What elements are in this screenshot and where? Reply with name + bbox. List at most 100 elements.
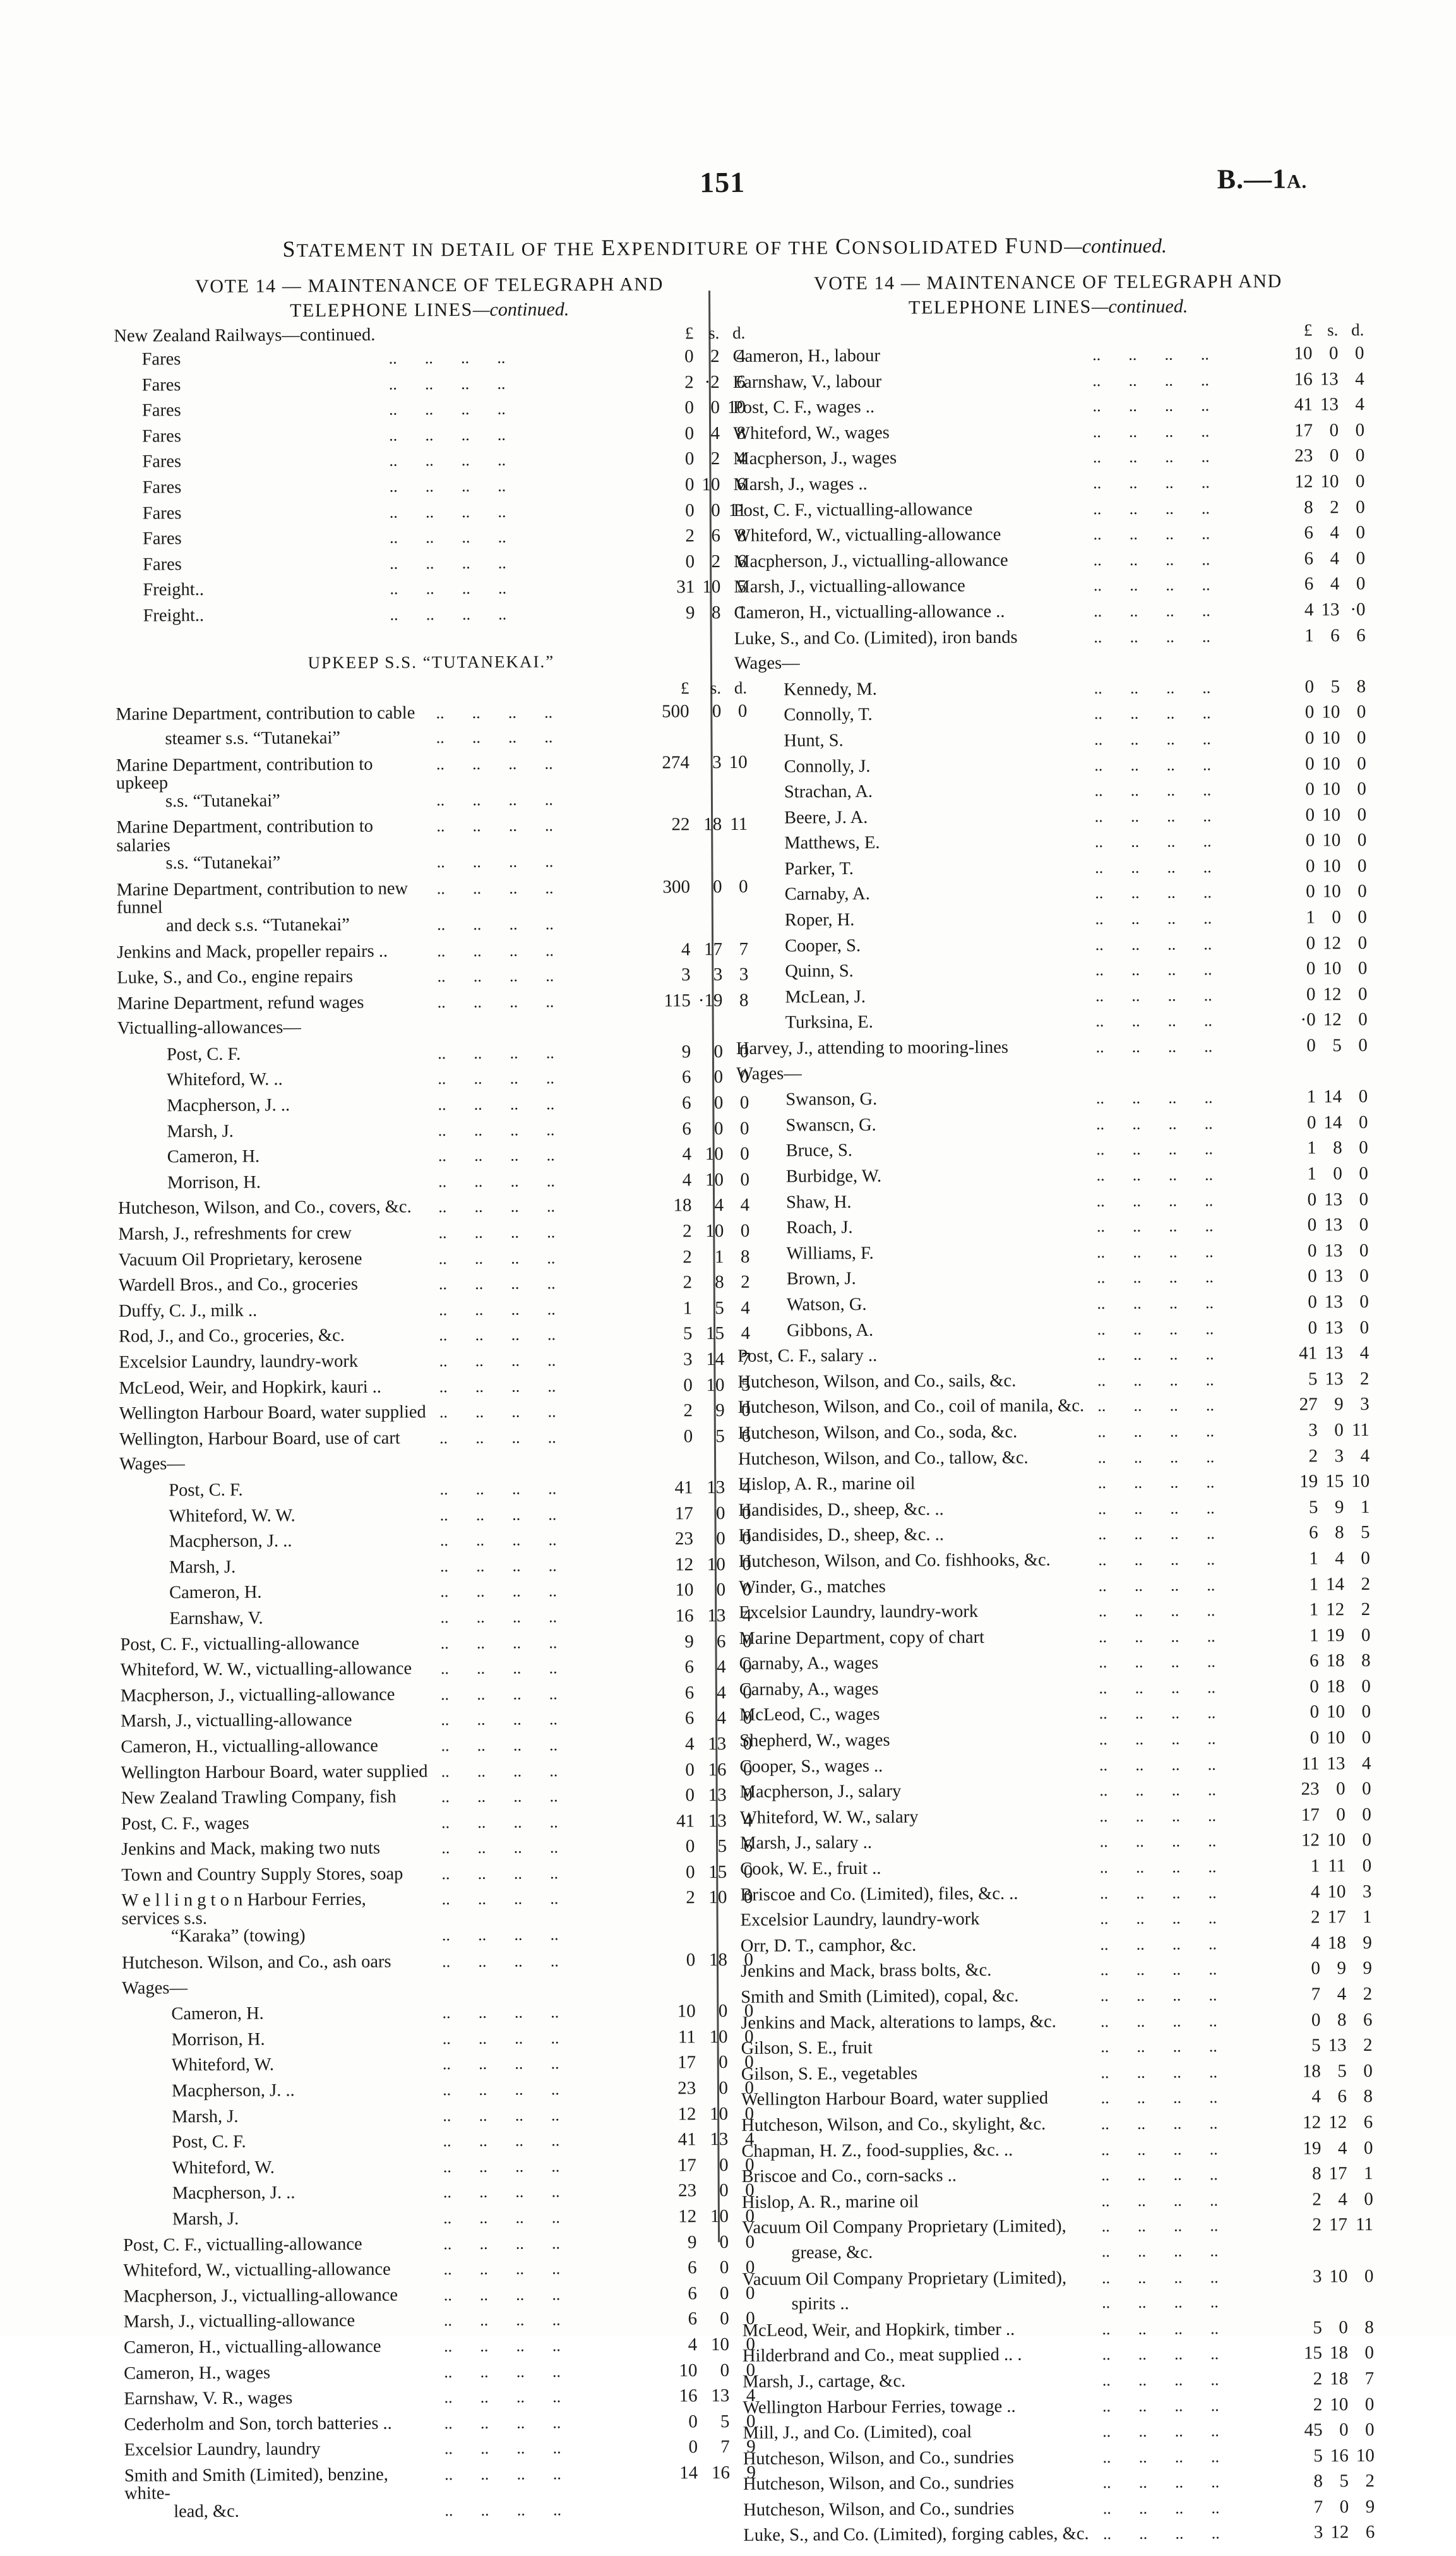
ledger-amount-pounds: 15 <box>1303 2343 1323 2363</box>
leader-dots: .. .. .. .. <box>435 1274 580 1293</box>
ledger-amount-shillings: 9 <box>1334 1394 1344 1415</box>
ledger-amount-shillings: 18 <box>703 814 722 835</box>
running-head-part2: XPENDITURE OF THE <box>616 237 836 260</box>
ledger-amount-pounds: 0 <box>1306 958 1316 979</box>
ledger-row-description: Wellington, Harbour Board, use of cart <box>119 1428 400 1449</box>
leader-dots: .. .. .. .. <box>433 753 578 773</box>
ledger-amount-pounds: 0 <box>686 1862 695 1883</box>
ledger-amount-pounds: 11 <box>1301 1753 1320 1774</box>
ledger-row-description: Bruce, S. <box>785 1141 853 1161</box>
leader-dots: .. .. .. .. <box>1096 1857 1241 1877</box>
leader-dots: .. .. .. .. <box>436 1479 582 1499</box>
ledger-amount-pounds: 12 <box>677 2103 696 2125</box>
ledger-amount-pence: 0 <box>1362 1830 1372 1851</box>
ledger-amount-pounds: 0 <box>1307 1189 1317 1210</box>
ledger-amount-pounds: 0 <box>1306 984 1316 1005</box>
ledger-amount-shillings: 10 <box>1322 830 1341 851</box>
ledger-amount-pounds: 115 <box>664 990 691 1011</box>
ledger-amount-shillings: 10 <box>710 2103 729 2124</box>
ledger-amount-shillings <box>1316 1062 1342 1088</box>
ledger-row: Wellington Harbour Board, water supplied… <box>741 2086 1373 2116</box>
ledger-row-description: Beere, J. A. <box>784 807 868 828</box>
ledger-row: Earnshaw, V., labour .. .. .. .. 16 13 4 <box>733 369 1364 399</box>
ledger-row-description: Fares <box>141 400 181 421</box>
leader-dots: .. .. .. .. <box>1090 575 1235 595</box>
leader-dots: .. .. .. .. <box>1091 781 1236 800</box>
ledger-amount-pounds: 23 <box>674 1528 694 1549</box>
ledger-amount-pounds: 0 <box>1305 830 1315 851</box>
ledger-row-description: Winder, G., matches <box>738 1576 886 1597</box>
ledger-amount-pounds: 6 <box>1310 1650 1319 1671</box>
leader-dots: .. .. .. .. <box>433 852 578 872</box>
ledger-amount-pounds: 0 <box>688 2411 698 2432</box>
ledger-row-description: Macpherson, J., victualling-allowance <box>120 1684 395 1706</box>
ledger-row: Turksina, E. .. .. .. .. ·0 12 0 <box>736 1009 1368 1039</box>
ledger-row-description: Freight.. <box>143 605 205 626</box>
leader-dots: .. .. .. .. <box>437 1581 582 1601</box>
ledger-amount-shillings: 11 <box>1328 1856 1346 1876</box>
amount-spacer <box>690 852 722 878</box>
ledger-row: Macpherson, J., victualling-allowance ..… <box>123 2283 755 2313</box>
ledger-amount-shillings: 3 <box>713 964 723 985</box>
leader-dots: .. .. .. .. <box>434 1146 580 1165</box>
ledger-amount-shillings: 13 <box>1321 599 1340 620</box>
ledger-amount-shillings: 0 <box>1333 1163 1342 1184</box>
ledger-row: Fares .. .. .. .. 2·2 6 <box>114 371 746 401</box>
ledger-amount-shillings: 4 <box>717 1682 726 1703</box>
left-section-heading-text: UPKEEP S.S. “TUTANEKAI.” <box>307 651 555 672</box>
ledger-row-description: Post, C. F., victualling-allowance <box>120 1633 360 1655</box>
leader-dots: .. .. .. .. <box>1093 1216 1238 1236</box>
ledger-row: Wellington Harbour Ferries, towage .. ..… <box>743 2394 1374 2424</box>
ledger-amount-pounds: 22 <box>671 814 690 835</box>
ledger-amount-pounds: 17 <box>674 1503 693 1523</box>
ledger-row-description: Post, C. F. <box>166 1044 241 1065</box>
ledger-row-description: Handisides, D., sheep, &c. .. <box>738 1499 944 1520</box>
ledger-amount-pounds: 5 <box>1308 1369 1318 1389</box>
ledger-amount-shillings: 12 <box>1328 2112 1347 2133</box>
ledger-amount-pounds: 0 <box>1307 1240 1317 1261</box>
ledger-row: Jenkins and Mack, propeller repairs .. .… <box>117 939 748 968</box>
leader-dots: .. .. .. .. <box>439 2080 584 2099</box>
ledger-amount-pounds: 7 <box>1311 1984 1321 2005</box>
ledger-row: Strachan, A. .. .. .. .. 0 10 0 <box>735 779 1366 808</box>
ledger-row-description: Marine Department, contribution to upkee… <box>116 754 373 793</box>
ledger-row: W e l l i n g t o n Harbour Ferries, ser… <box>121 1887 753 1928</box>
amount-spacer <box>1297 2241 1322 2267</box>
ledger-amount-shillings <box>1314 652 1340 678</box>
ledger-amount-shillings: 10 <box>1322 753 1340 774</box>
leader-dots: .. .. .. .. <box>1090 601 1235 621</box>
leader-dots: .. .. .. .. <box>1090 704 1236 723</box>
running-head-s: S <box>282 236 297 262</box>
leader-dots: .. .. .. .. <box>438 1710 583 1729</box>
leader-dots: .. .. .. .. <box>1098 2267 1243 2287</box>
ledger-amount-pounds: 0 <box>1306 933 1316 954</box>
ledger-row-description: Hutcheson, Wilson, and Co., covers, &c. <box>118 1197 412 1219</box>
ledger-row: Hutcheson, Wilson, and Co., skylight, &c… <box>741 2112 1373 2142</box>
ledger-row: McLeod, Weir, and Hopkirk, kauri .. .. .… <box>119 1374 750 1404</box>
ledger-row-description: Marsh, J. <box>169 1557 236 1578</box>
ledger-row: Carnaby, A. .. .. .. .. 0 10 0 <box>736 881 1367 911</box>
ledger-row-description: Hislop, A. R., marine oil <box>738 1473 916 1495</box>
ledger-amount-pounds: 0 <box>685 1836 695 1857</box>
ledger-row-continuation: s.s. “Tutanekai” .. .. .. .. <box>116 790 748 819</box>
ledger-row: Shepherd, W., wages .. .. .. .. 0 10 0 <box>739 1727 1371 1757</box>
leader-dots: .. .. .. .. <box>435 1223 580 1242</box>
ledger-amount-pounds: 4 <box>1311 2086 1322 2107</box>
ledger-row-description: Cameron, H., victualling-allowance .. <box>734 601 1005 623</box>
ledger-row: Cameron, H., wages .. .. .. .. 10 0 0 <box>124 2360 755 2389</box>
ledger-row: Post, C. F., wages .. .. .. .. .. 41 13 4 <box>733 394 1364 424</box>
ledger-amount-pence: 0 <box>1358 881 1367 902</box>
ledger-row: Hislop, A. R., marine oil .. .. .. .. 19… <box>738 1471 1369 1501</box>
leader-dots: .. .. .. .. <box>438 1761 583 1780</box>
ledger-amount-pence: 9 <box>1363 1932 1372 1953</box>
ledger-amount-pence: 4 <box>1359 1343 1369 1364</box>
ledger-row-description: Hutcheson, Wilson, and Co., soda, &c. <box>737 1422 1018 1443</box>
ledger-row-description: Wages— <box>119 1454 185 1475</box>
running-head-e: E <box>601 234 617 260</box>
ledger-amount-pounds: 4 <box>688 2334 698 2355</box>
ledger-row-description: Marsh, J. <box>167 1121 234 1142</box>
ledger-row: Mill, J., and Co. (Limited), coal .. .. … <box>743 2420 1375 2449</box>
